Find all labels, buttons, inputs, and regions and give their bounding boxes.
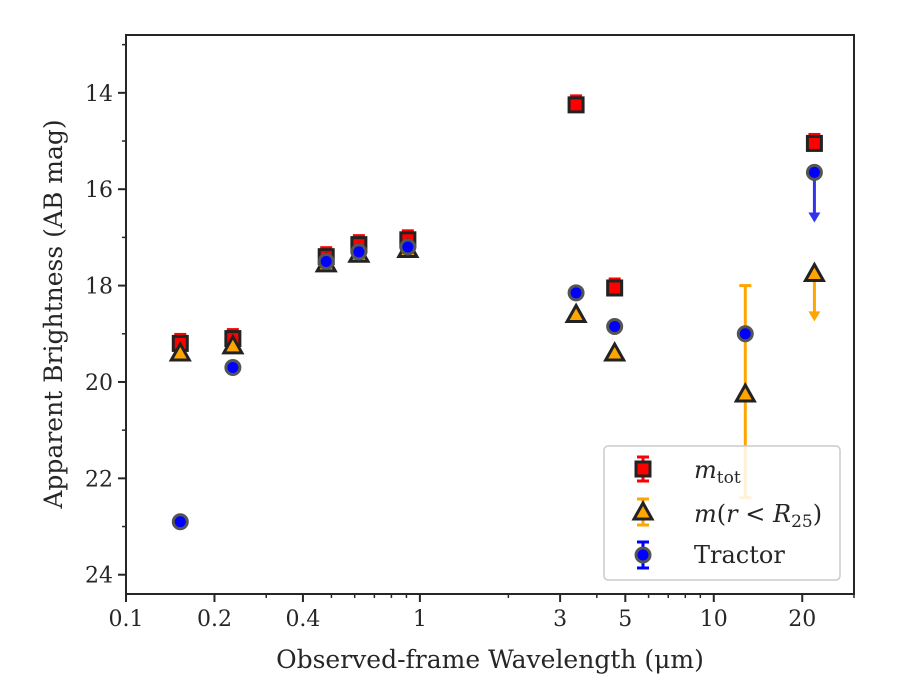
mr25-point (564, 302, 588, 323)
tractor-point (399, 238, 417, 256)
x-tick-label: 0.4 (285, 607, 320, 632)
mr25-point (802, 261, 826, 283)
y-tick-label: 18 (85, 275, 113, 300)
legend-mtot-label: mtot (694, 456, 741, 488)
x-tick-label: 5 (618, 607, 632, 632)
tractor-point (317, 252, 335, 270)
mtot-point (606, 279, 624, 297)
legend-tractor-label: Tractor (694, 541, 785, 569)
legend: mtot m(r < R25) Tractor (603, 445, 841, 581)
mr25-upper-limit-arrowhead (808, 311, 821, 322)
tractor-point (606, 318, 624, 336)
legend-box (603, 445, 841, 581)
x-axis-label: Observed-frame Wavelength (μm) (276, 645, 704, 674)
mr25-point (603, 340, 627, 362)
mr25-point (221, 333, 245, 355)
y-axis-label: Apparent Brightness (AB mag) (39, 119, 68, 509)
y-tick-label: 20 (85, 371, 113, 396)
x-tick-label: 0.2 (197, 607, 232, 632)
tractor-point (171, 513, 189, 531)
x-tick-label: 0.1 (109, 607, 144, 632)
y-tick-label: 22 (85, 467, 113, 492)
mr25-point (733, 381, 757, 403)
x-tick-label: 10 (700, 607, 728, 632)
legend-entry-mtot: mtot (634, 455, 741, 488)
mr25-point (168, 340, 192, 362)
x-tick-label: 3 (553, 607, 567, 632)
y-tick-label: 14 (85, 82, 113, 107)
tractor-point (805, 163, 823, 181)
legend-mtot-marker (634, 460, 652, 478)
mtot-point (567, 96, 585, 114)
legend-entry-tractor: Tractor (634, 540, 785, 570)
axis-ticks: 0.1 0.2 0.4 1 3 5 10 20 14 16 18 20 22 24 (85, 43, 855, 632)
mtot-point (805, 134, 823, 152)
legend-entry-mr25: m(r < R25) (631, 497, 822, 532)
legend-mr25-label: m(r < R25) (694, 500, 822, 532)
plot-frame (125, 34, 855, 595)
tractor-upper-limit-arrowhead (808, 212, 821, 223)
tractor-point (224, 359, 242, 377)
y-tick-label: 24 (85, 564, 113, 589)
x-tick-label: 20 (788, 607, 816, 632)
legend-tractor-marker (634, 546, 652, 564)
x-tick-label: 1 (413, 607, 427, 632)
tractor-point (736, 325, 754, 343)
tractor-point (567, 284, 585, 302)
legend-mr25-marker (631, 499, 655, 521)
y-tick-label: 16 (85, 178, 113, 203)
tractor-point (350, 243, 368, 261)
